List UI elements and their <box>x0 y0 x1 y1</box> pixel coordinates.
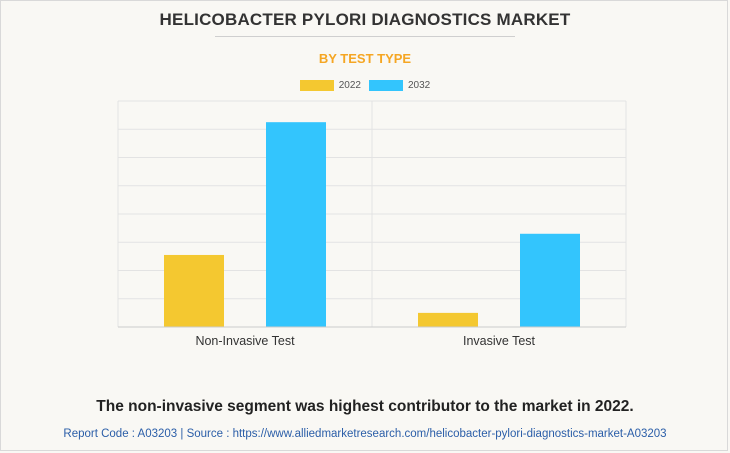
legend-swatch-2032 <box>369 80 403 91</box>
legend-item-2022[interactable]: 2022 <box>299 80 361 91</box>
legend-swatch-2022 <box>299 80 334 91</box>
legend-label-2032: 2032 <box>408 80 431 91</box>
source-line[interactable]: Report Code : A03203 | Source : https://… <box>63 428 667 440</box>
chart-subtitle: BY TEST TYPE <box>318 51 412 66</box>
bar-2022-2 <box>418 312 478 327</box>
bar-2032-2 <box>520 233 580 327</box>
bar-2032-1 <box>266 122 326 327</box>
title-divider <box>215 36 515 37</box>
x-tick-label: Non-Invasive Test <box>195 334 295 348</box>
chart-footnote: The non-invasive segment was highest con… <box>96 398 634 415</box>
legend-label-2022: 2022 <box>338 80 361 91</box>
chart-title: HELICOBACTER PYLORI DIAGNOSTICS MARKET <box>159 10 571 29</box>
bar-2022-1 <box>164 254 224 327</box>
chart-legend: 2022 2032 <box>0 80 730 91</box>
legend-item-2032[interactable]: 2032 <box>369 80 430 91</box>
x-tick-label: Invasive Test <box>463 334 536 348</box>
